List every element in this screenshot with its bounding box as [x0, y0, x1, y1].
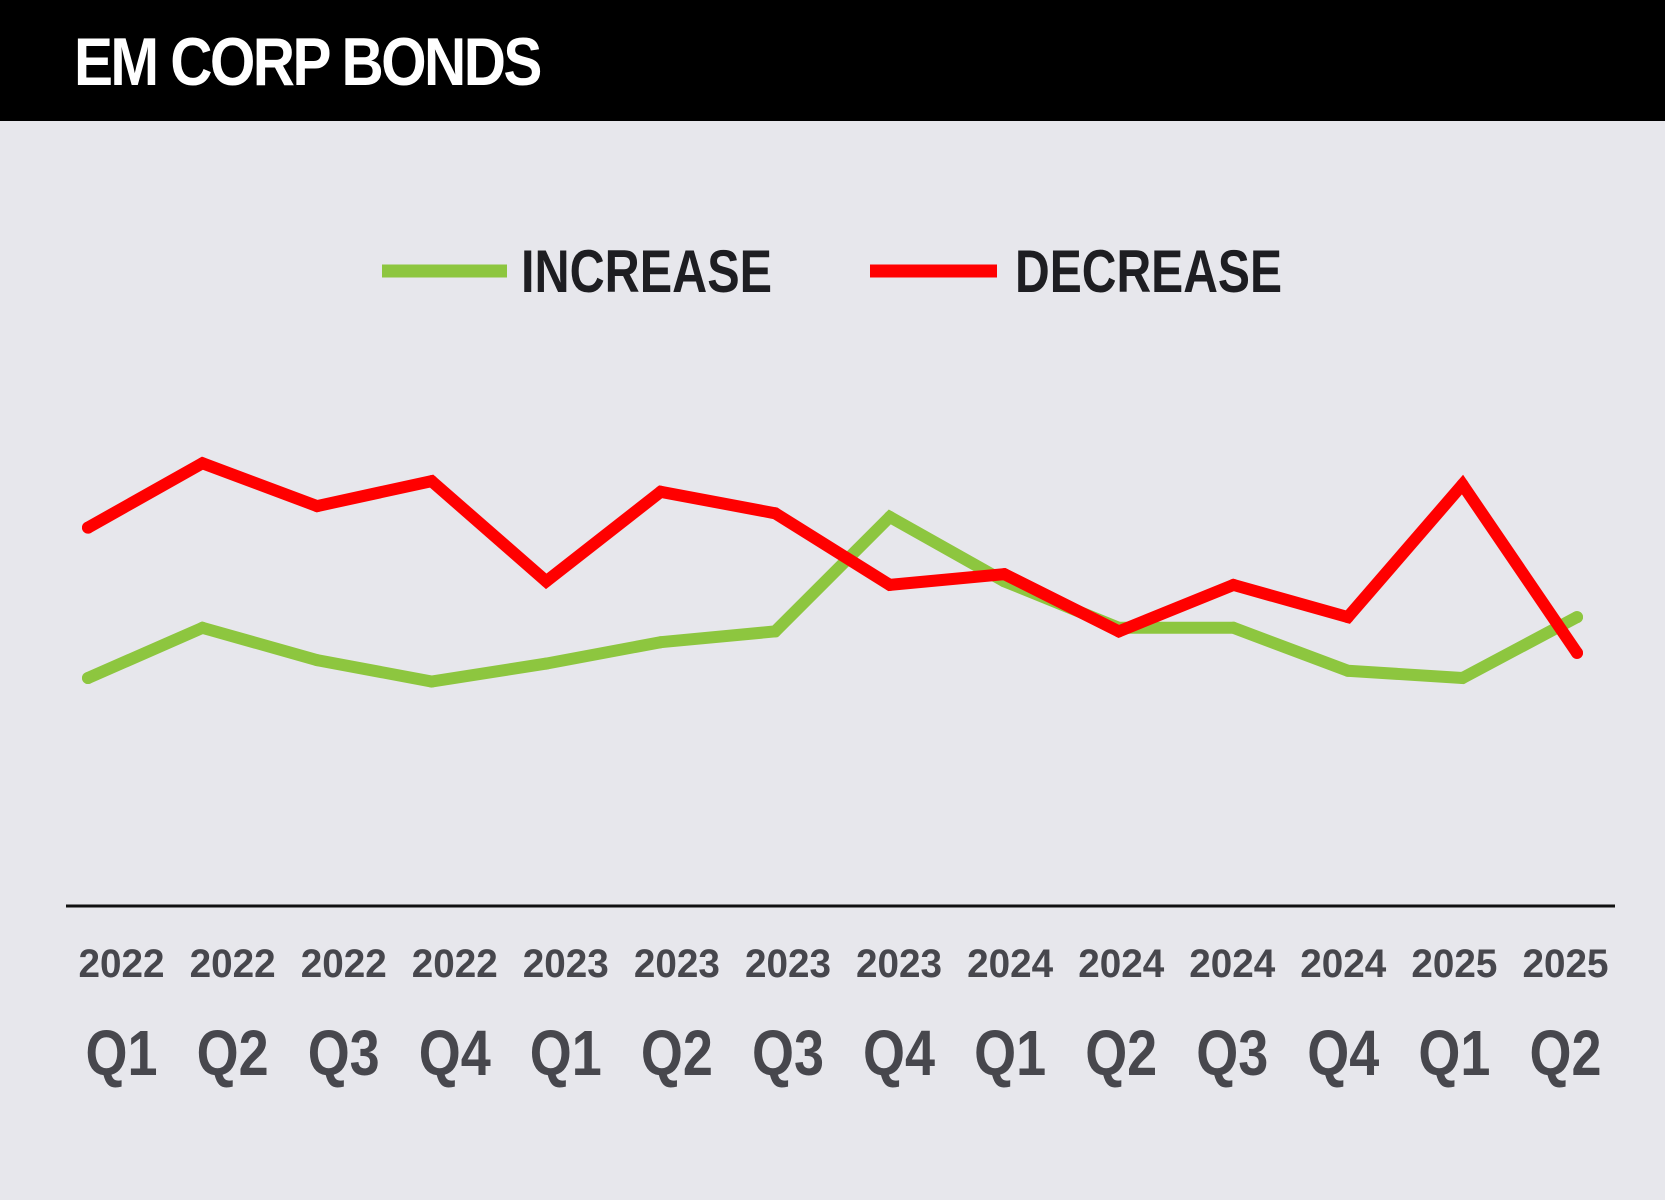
x-tick-year: 2022 [412, 942, 498, 986]
x-tick-quarter: Q3 [308, 1017, 380, 1089]
data-point-increase-4 [540, 657, 553, 670]
series-line-decrease [82, 456, 1583, 659]
data-point-increase-5 [654, 636, 667, 649]
x-tick-year: 2024 [967, 942, 1054, 986]
x-tick-quarter: Q2 [197, 1017, 269, 1089]
x-tick-year: 2023 [856, 942, 942, 986]
legend: INCREASE DECREASE [382, 238, 1282, 305]
data-point-decrease-13 [1571, 646, 1583, 659]
x-tick-quarter: Q2 [641, 1017, 713, 1089]
x-tick-10: 2024 Q3 [1189, 942, 1276, 1089]
x-tick-11: 2024 Q4 [1300, 942, 1387, 1089]
x-tick-6: 2023 Q3 [745, 942, 831, 1089]
x-tick-quarter: Q1 [974, 1017, 1046, 1089]
x-tick-quarter: Q1 [530, 1017, 602, 1089]
header-bar: EM CORP BONDS [0, 0, 1665, 121]
x-tick-year: 2022 [301, 942, 387, 986]
x-tick-4: 2023 Q1 [523, 942, 609, 1089]
x-tick-quarter: Q2 [1530, 1017, 1602, 1089]
x-tick-quarter: Q4 [1307, 1017, 1379, 1089]
x-tick-0: 2022 Q1 [79, 942, 165, 1089]
data-point-increase-6 [769, 625, 782, 638]
data-point-increase-11 [1341, 664, 1354, 677]
data-point-increase-0 [82, 672, 94, 684]
x-tick-year: 2023 [745, 942, 831, 986]
x-tick-year: 2025 [1411, 942, 1497, 986]
data-point-increase-12 [1456, 672, 1469, 684]
x-tick-year: 2024 [1300, 942, 1387, 986]
data-point-increase-3 [425, 675, 438, 688]
data-point-decrease-0 [82, 521, 94, 534]
x-tick-year: 2024 [1078, 942, 1165, 986]
data-point-increase-10 [1227, 621, 1240, 634]
data-point-increase-2 [311, 654, 324, 667]
data-point-decrease-8 [998, 568, 1011, 581]
x-axis-ticks: 2022Q12022Q22022Q32022Q42023Q12023Q22023… [79, 942, 1609, 1089]
data-point-decrease-7 [883, 578, 896, 591]
x-tick-1: 2022 Q2 [190, 942, 276, 1089]
x-tick-year: 2024 [1189, 942, 1276, 986]
x-tick-9: 2024 Q2 [1078, 942, 1165, 1089]
x-tick-year: 2025 [1523, 942, 1609, 986]
x-tick-quarter: Q1 [1418, 1017, 1490, 1089]
x-tick-3: 2022 Q4 [412, 942, 498, 1089]
chart-title: EM CORP BONDS [74, 24, 542, 100]
x-tick-12: 2025 Q1 [1411, 942, 1497, 1089]
data-point-decrease-9 [1112, 625, 1125, 638]
legend-label-decrease: DECREASE [1015, 238, 1282, 305]
data-point-decrease-5 [654, 485, 667, 498]
series-decrease [82, 456, 1583, 659]
x-tick-8: 2024 Q1 [967, 942, 1054, 1089]
data-point-decrease-6 [769, 507, 782, 520]
x-tick-quarter: Q4 [419, 1017, 491, 1089]
x-tick-2: 2022 Q3 [301, 942, 387, 1089]
x-tick-year: 2022 [79, 942, 165, 986]
x-tick-year: 2023 [634, 942, 720, 986]
x-tick-quarter: Q3 [752, 1017, 824, 1089]
data-point-decrease-2 [311, 500, 324, 513]
data-point-decrease-4 [540, 575, 553, 588]
x-tick-5: 2023 Q2 [634, 942, 720, 1089]
x-tick-7: 2023 Q4 [856, 942, 942, 1089]
series-line-increase [82, 509, 1583, 688]
x-tick-year: 2023 [523, 942, 609, 986]
x-tick-quarter: Q3 [1196, 1017, 1268, 1089]
x-tick-13: 2025 Q2 [1523, 942, 1609, 1089]
series-layer [82, 456, 1583, 688]
x-tick-quarter: Q2 [1085, 1017, 1157, 1089]
data-point-decrease-1 [196, 457, 209, 470]
x-tick-year: 2022 [190, 942, 276, 986]
data-point-increase-7 [883, 510, 896, 523]
data-point-decrease-12 [1456, 478, 1469, 491]
data-point-decrease-10 [1227, 578, 1240, 591]
data-point-decrease-3 [425, 475, 438, 488]
data-point-increase-1 [196, 621, 209, 634]
data-point-increase-13 [1571, 611, 1583, 624]
x-tick-quarter: Q4 [863, 1017, 935, 1089]
data-point-decrease-11 [1341, 611, 1354, 624]
x-tick-quarter: Q1 [86, 1017, 158, 1089]
legend-label-increase: INCREASE [521, 238, 772, 305]
